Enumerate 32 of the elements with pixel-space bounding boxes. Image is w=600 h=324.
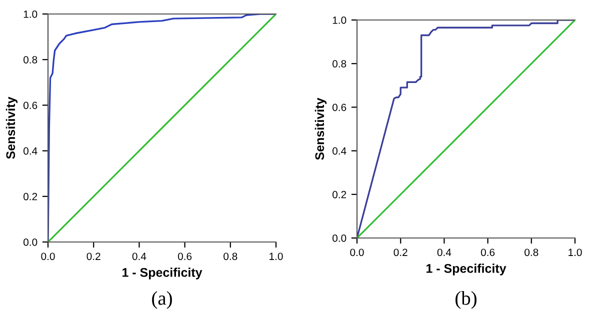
x-tick-label: 0.8 <box>524 248 538 256</box>
y-tick-label: 0.0 <box>332 234 346 242</box>
text: (b) <box>456 291 476 309</box>
y-tick-label: 0.8 <box>24 56 38 64</box>
x-tick-label: 0.0 <box>350 248 364 256</box>
line-series <box>357 20 575 238</box>
x-tick-label: 0.8 <box>224 252 238 260</box>
y-tick-label: 0.4 <box>24 147 38 155</box>
y-tick-label: 1.0 <box>24 10 38 18</box>
y-axis-title: Sensitivity <box>314 98 327 160</box>
x-tick-label: 0.4 <box>132 252 146 260</box>
text: (a) <box>152 291 172 309</box>
y-tick-label: 0.4 <box>332 147 346 155</box>
x-tick-label: 1.0 <box>568 248 582 256</box>
x-tick-label: 0.4 <box>437 248 452 256</box>
x-axis-title: 1 - Specificity <box>426 264 506 276</box>
x-tick-label: 0.0 <box>41 252 55 260</box>
x-tick-label: 0.2 <box>86 252 100 260</box>
line-series <box>48 14 276 242</box>
y-tick-label: 0.2 <box>332 190 346 198</box>
y-tick-label: 0.8 <box>332 60 346 68</box>
x-axis-title: 1 - Specificity <box>122 268 202 280</box>
y-tick-label: 1.0 <box>332 16 346 24</box>
y-axis-title: Sensitivity <box>6 96 18 159</box>
y-tick-label: 0.6 <box>24 102 38 110</box>
y-tick-label: 0.6 <box>332 104 346 112</box>
y-tick-label: 0.0 <box>24 238 38 246</box>
y-tick-label: 0.2 <box>24 192 38 200</box>
x-tick-label: 0.6 <box>178 252 192 260</box>
x-tick-label: 1.0 <box>270 252 283 260</box>
x-tick-label: 0.6 <box>480 248 495 256</box>
x-tick-label: 0.2 <box>394 248 408 256</box>
